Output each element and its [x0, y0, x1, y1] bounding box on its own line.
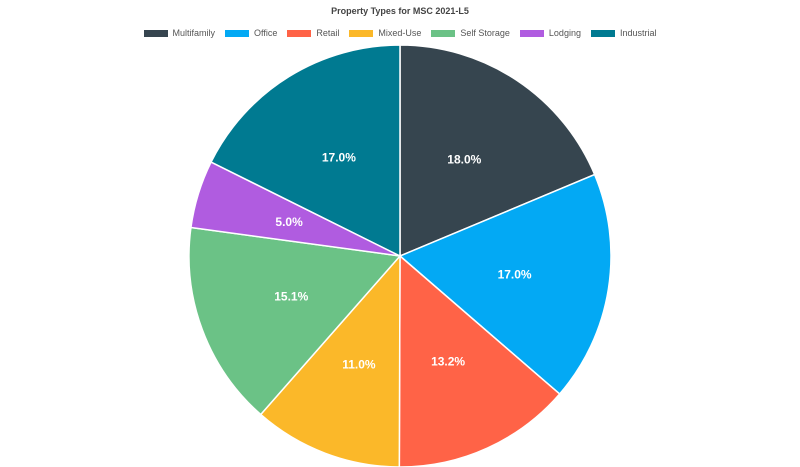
legend-swatch: [590, 29, 615, 37]
slice-label: 17.0%: [498, 267, 532, 281]
pie-slice[interactable]: [210, 44, 401, 258]
legend-swatch: [349, 29, 374, 37]
legend-label: Multifamily: [172, 28, 216, 38]
legend-swatch: [519, 29, 544, 37]
legend-label: Office: [254, 28, 278, 38]
chart-title: Property Types for MSC 2021-L5: [331, 6, 469, 16]
legend-label: Lodging: [548, 28, 581, 38]
legend-item[interactable]: Industrial: [590, 28, 657, 38]
legend-item[interactable]: Self Storage: [431, 28, 510, 38]
legend-item[interactable]: Retail: [287, 28, 339, 38]
pie-slice[interactable]: [399, 44, 596, 258]
pie-slice[interactable]: [398, 173, 612, 396]
slice-label: 18.0%: [447, 152, 481, 166]
legend-swatch: [431, 29, 456, 37]
legend-swatch: [143, 29, 168, 37]
legend-item[interactable]: Office: [225, 28, 277, 38]
legend-label: Retail: [316, 28, 340, 38]
legend-label: Mixed-Use: [378, 28, 422, 38]
legend-item[interactable]: Multifamily: [143, 28, 216, 38]
legend-swatch: [225, 29, 250, 37]
pie-slice[interactable]: [188, 226, 402, 416]
slice-label: 15.1%: [274, 290, 308, 304]
legend-swatch: [287, 29, 312, 37]
slice-label: 13.2%: [431, 355, 465, 369]
legend-item[interactable]: Lodging: [519, 28, 581, 38]
legend: Multifamily Office Retail Mixed-Use Self Sto…: [0, 28, 800, 38]
slice-label: 17.0%: [322, 150, 356, 164]
legend-item[interactable]: Mixed-Use: [349, 28, 421, 38]
slice-label: 5.0%: [275, 215, 303, 229]
slice-label: 11.0%: [342, 358, 376, 372]
pie-slice[interactable]: [398, 254, 561, 467]
legend-label: Industrial: [619, 28, 657, 38]
legend-label: Self Storage: [460, 28, 510, 38]
